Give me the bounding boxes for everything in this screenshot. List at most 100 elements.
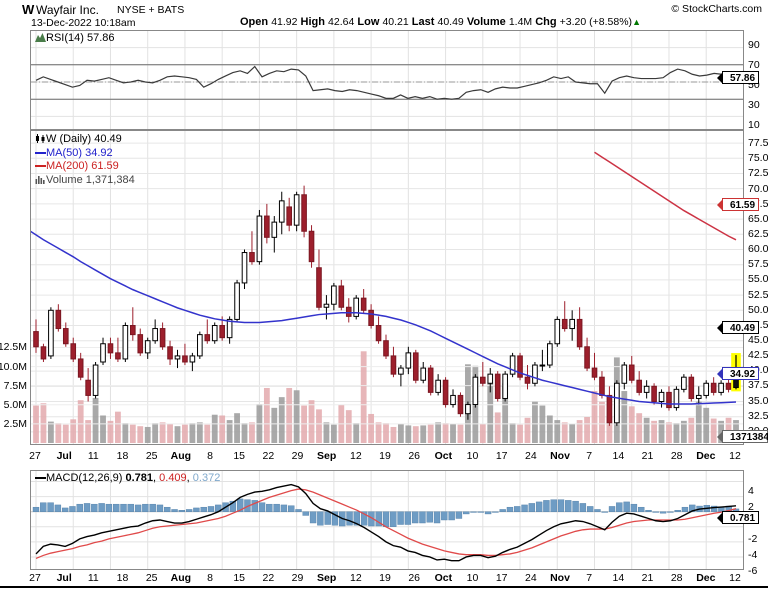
bottom-rule	[0, 586, 768, 588]
volume-value: 1.4M	[508, 16, 533, 28]
exchange-label: NYSE + BATS	[117, 4, 185, 16]
date-tick-15: 15	[233, 572, 245, 584]
chart-header: W Wayfair Inc. NYSE + BATS 13-Dec-2022 1…	[0, 0, 768, 30]
price-tick-32-5: 32.5	[748, 409, 768, 422]
rsi-panel: RSI(14) 57.86	[30, 30, 744, 130]
date-tick-25: 25	[145, 572, 158, 584]
volume-tick-10-0M: 10.0M	[0, 360, 27, 373]
date-tick-22: 22	[262, 450, 275, 462]
price-tick-52-5: 52.5	[748, 288, 768, 301]
price-tick-35-0: 35.0	[748, 394, 768, 407]
price-tick-57-5: 57.5	[748, 258, 768, 271]
date-tick-12: 12	[349, 450, 362, 462]
date-tick-24: 24	[524, 450, 537, 462]
date-tick-aug: Aug	[170, 450, 192, 462]
date-tick-25: 25	[145, 450, 158, 462]
date-axis-price: 27 Jul 11 18 25 Aug 8 15 22 29 Sep 12 19 26 Oct 10 17 24 N…	[29, 450, 744, 464]
date-tick-26: 26	[408, 572, 420, 584]
date-tick-11: 11	[87, 572, 99, 584]
date-tick-19: 19	[379, 572, 391, 584]
price-tick-55-0: 55.0	[748, 273, 768, 286]
date-tick-sep: Sep	[317, 450, 337, 462]
rsi-tick-30: 30	[748, 99, 760, 111]
date-tick-nov: Nov	[550, 572, 570, 584]
date-tick-22: 22	[262, 572, 275, 584]
date-tick-29: 29	[291, 572, 304, 584]
date-tick-8: 8	[207, 572, 213, 584]
low-value: 40.21	[382, 16, 409, 28]
last-label: Last	[411, 16, 435, 28]
quote-bar: Open 41.92 High 42.64 Low 40.21 Last 40.…	[240, 16, 641, 28]
date-tick-21: 21	[641, 572, 654, 584]
date-tick-7: 7	[586, 450, 593, 462]
stockcharts-brand: © StockCharts.com	[671, 3, 762, 15]
rsi-tick-90: 90	[748, 39, 760, 51]
date-tick-12: 12	[729, 572, 741, 584]
date-tick-dec: Dec	[696, 450, 716, 462]
rsi-tick-10: 10	[748, 119, 760, 131]
date-tick-27: 27	[29, 572, 41, 584]
date-tick-15: 15	[233, 450, 245, 462]
date-tick-nov: Nov	[550, 450, 570, 462]
date-tick-21: 21	[641, 450, 654, 462]
price-tick-72-5: 72.5	[748, 167, 768, 180]
macd-value-flag: 0.781	[716, 511, 760, 524]
date-tick-10: 10	[466, 572, 479, 584]
quote-datetime: 13-Dec-2022 10:18am	[31, 17, 136, 29]
volume-tick-2-5M: 2.5M	[3, 417, 27, 430]
price-tick-50-0: 50.0	[748, 303, 768, 316]
macd-plot	[31, 471, 743, 569]
volume-tick-7-5M: 7.5M	[3, 379, 27, 392]
date-tick-14: 14	[612, 450, 625, 462]
date-tick-29: 29	[291, 450, 304, 462]
date-tick-19: 19	[379, 450, 391, 462]
date-tick-18: 18	[116, 572, 129, 584]
date-tick-dec: Dec	[696, 572, 716, 584]
price-tick-37-5: 37.5	[748, 379, 768, 392]
date-tick-aug: Aug	[170, 572, 192, 584]
price-tick-60-0: 60.0	[748, 243, 768, 256]
last-price-flag: 40.49	[716, 321, 760, 334]
date-tick-24: 24	[524, 572, 537, 584]
date-tick-jul: Jul	[56, 572, 72, 584]
rsi-plot	[31, 31, 743, 129]
date-tick-14: 14	[612, 572, 625, 584]
rsi-value-flag: 57.86	[716, 71, 760, 84]
macd-tick-2: 2	[748, 501, 754, 513]
price-tick-65-0: 65.0	[748, 212, 768, 225]
high-value: 42.64	[328, 16, 355, 28]
macd-tick-4: 4	[748, 485, 754, 497]
date-tick-28: 28	[670, 572, 683, 584]
date-tick-10: 10	[466, 450, 479, 462]
macd-tick-neg2: -2	[748, 533, 758, 545]
price-tick-45-0: 45.0	[748, 334, 768, 347]
date-tick-26: 26	[408, 450, 420, 462]
date-tick-oct: Oct	[434, 450, 453, 462]
date-tick-jul: Jul	[56, 450, 72, 462]
date-tick-11: 11	[87, 450, 99, 462]
price-tick-75-0: 75.0	[748, 152, 768, 165]
price-tick-77-5: 77.5	[748, 137, 768, 150]
date-tick-8: 8	[207, 450, 213, 462]
date-tick-oct: Oct	[434, 572, 453, 584]
price-tick-70-0: 70.0	[748, 182, 768, 195]
macd-tick-neg4: -4	[748, 549, 758, 561]
rsi-tick-50: 50	[748, 79, 760, 91]
symbol-mark: W	[22, 2, 34, 17]
price-tick-62-5: 62.5	[748, 227, 768, 240]
open-value: 41.92	[271, 16, 298, 28]
rsi-tick-70: 70	[748, 59, 760, 71]
chg-label: Chg	[535, 16, 557, 28]
volume-value-flag: 1371384	[717, 430, 768, 443]
high-label: High	[300, 16, 325, 28]
date-tick-28: 28	[670, 450, 683, 462]
date-axis-macd: 27 Jul 11 18 25 Aug 8 15 22 29 Sep 12 19 26 Oct 10 17 24 N…	[29, 572, 744, 586]
volume-label: Volume	[466, 16, 506, 28]
volume-tick-5-0M: 5.0M	[3, 398, 27, 411]
price-panel: W (Daily) 40.49 MA(50) 34.92 MA(200) 61.…	[30, 130, 744, 445]
date-tick-7: 7	[586, 572, 593, 584]
date-tick-12: 12	[729, 450, 741, 462]
date-tick-27: 27	[29, 450, 41, 462]
date-tick-17: 17	[495, 450, 508, 462]
